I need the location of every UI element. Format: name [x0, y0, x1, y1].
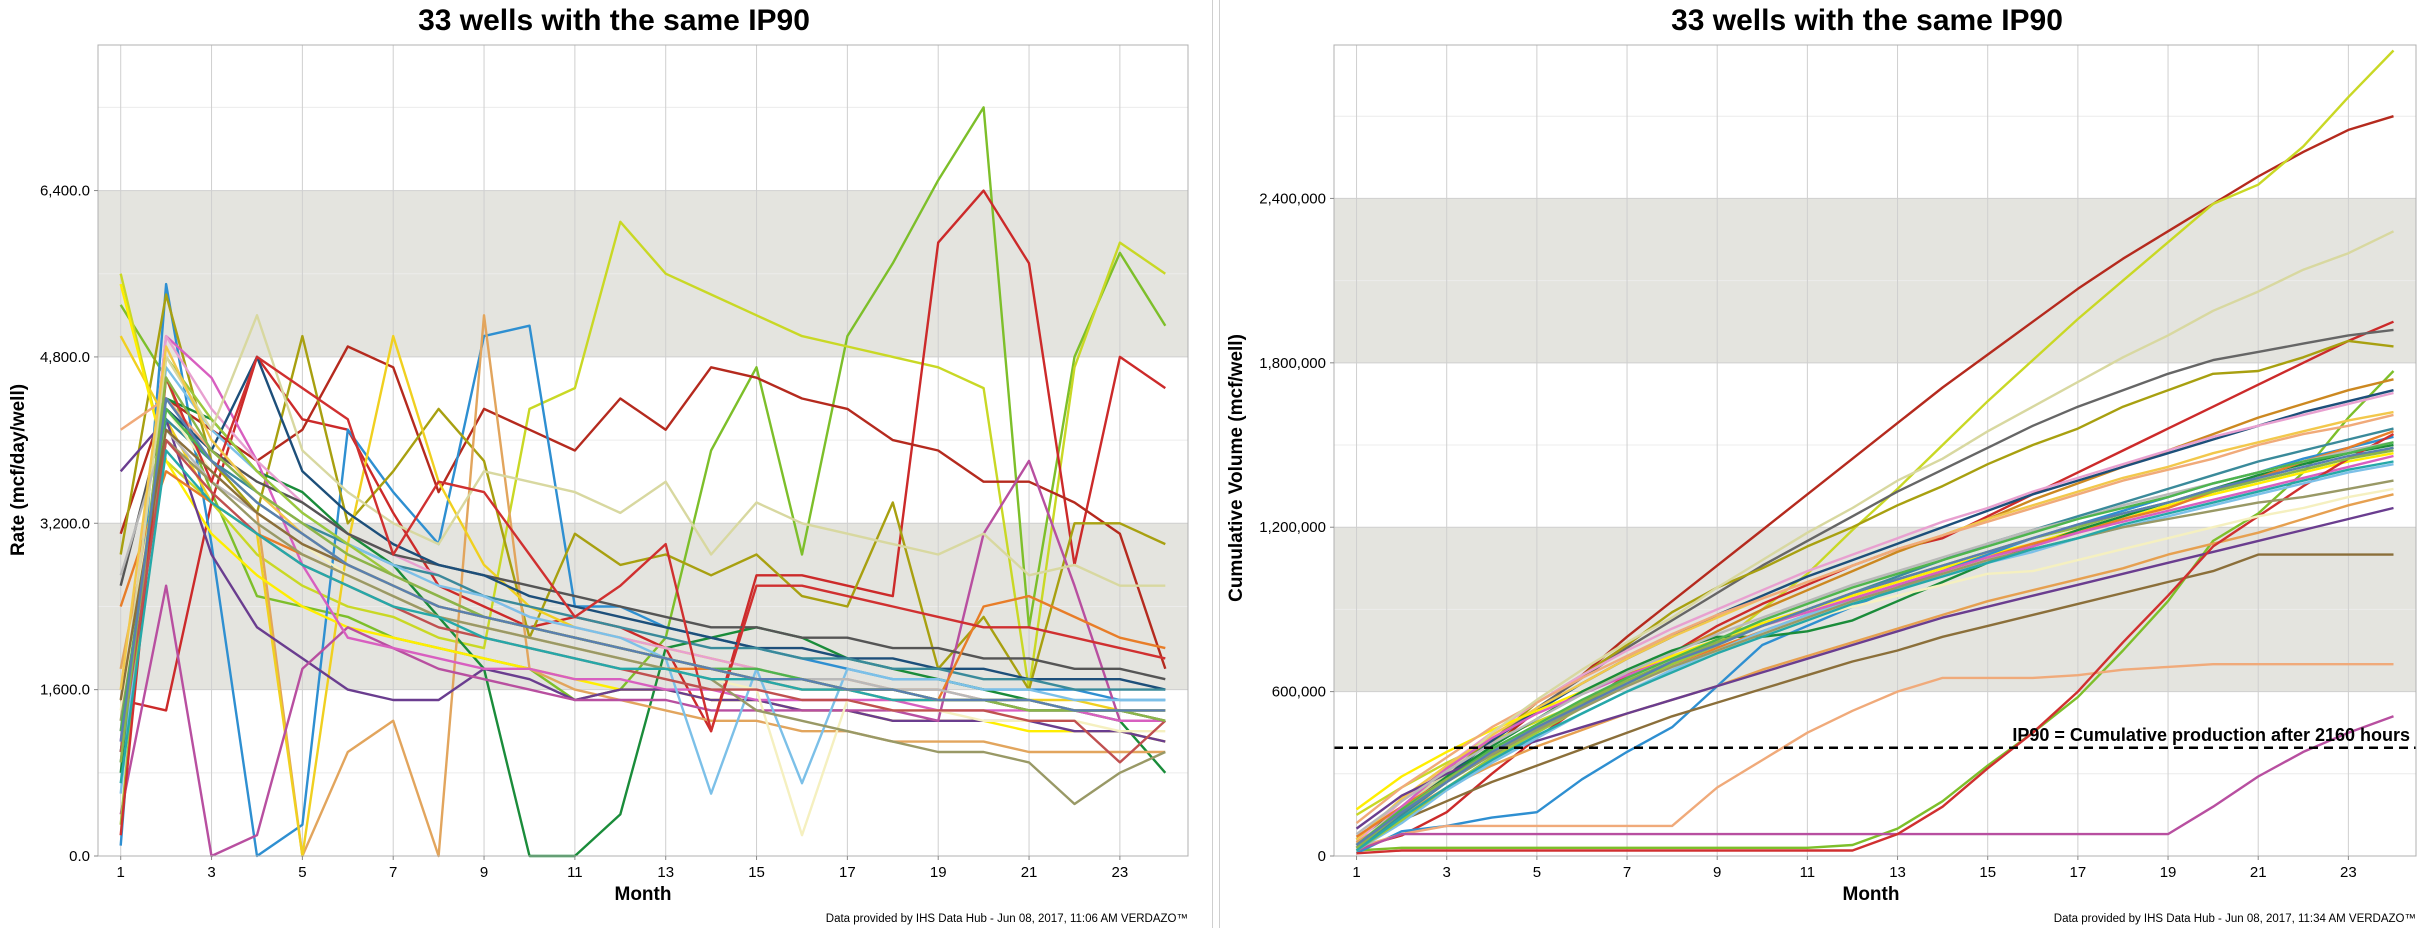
series-line-22	[1356, 715, 2394, 852]
x-tick-label: 19	[2160, 864, 2177, 881]
x-tick-label: 1	[1352, 864, 1360, 881]
x-tick-label: 17	[839, 864, 856, 881]
plot-border	[97, 44, 1189, 857]
x-tick-label: 11	[567, 864, 583, 881]
x-tick-label: 7	[389, 864, 397, 881]
y-tick-label: 3,200.0	[40, 515, 90, 532]
x-tick-label: 23	[2340, 864, 2357, 881]
series-line-16	[119, 355, 1166, 753]
y-tick-label: 6,400.0	[40, 183, 90, 200]
x-tick-label: 11	[1800, 864, 1816, 881]
y-tick-label: 1,800,000	[1259, 355, 1326, 372]
series-line-7	[119, 397, 1167, 858]
x-axis-title: Month	[615, 884, 672, 905]
series-line-31	[1355, 441, 2394, 846]
y-tick-label: 4,800.0	[40, 349, 90, 366]
data-credit: Data provided by IHS Data Hub - Jun 08, …	[2054, 913, 2416, 925]
series-line-4	[119, 345, 1167, 670]
series-line-5	[1356, 370, 2395, 852]
y-tick-label: 0.0	[69, 848, 90, 865]
rate-chart: 0.01,600.03,200.04,800.06,400.01 3 5 7 9 11 13…	[8, 4, 1189, 925]
x-tick-label: 23	[1112, 864, 1129, 881]
series-line-30	[1355, 460, 2394, 852]
series-line-3	[120, 189, 1166, 733]
plot-border	[1333, 44, 2417, 857]
series-line-12	[119, 459, 1166, 858]
y-axis-title: Cumulative Volume (mcf/well)	[1226, 334, 1247, 602]
series-line-19	[1355, 553, 2394, 847]
series-line-11	[1355, 452, 2394, 811]
series-line-22	[119, 314, 1166, 721]
y-tick-label: 1,600.0	[40, 682, 90, 699]
panel-divider	[1212, 0, 1220, 928]
x-tick-label: 5	[1533, 864, 1541, 881]
series-line-26	[119, 355, 1166, 836]
x-tick-label: 13	[1889, 864, 1906, 881]
x-tick-label: 1	[117, 864, 125, 881]
chart-title: 33 wells with the same IP90	[418, 4, 810, 37]
series-line-29	[1355, 479, 2394, 846]
series-line-8	[1355, 389, 2394, 846]
x-tick-label: 9	[1713, 864, 1721, 881]
x-tick-label: 15	[748, 864, 765, 881]
x-axis-title: Month	[1843, 884, 1900, 905]
cumulative-chart: IP90 = Cumulative production after 2160 …	[1226, 4, 2417, 925]
series-line-21	[1355, 454, 2394, 849]
y-tick-label: 2,400,000	[1259, 190, 1326, 207]
series-line-18	[1356, 663, 2394, 849]
series-line-6	[119, 293, 1166, 691]
y-axis-title: Rate (mcf/day/well)	[8, 384, 29, 556]
cumulative-chart-panel: IP90 = Cumulative production after 2160 …	[1220, 0, 2436, 928]
series-line-33	[1355, 446, 2394, 846]
y-tick-label: 0	[1318, 848, 1326, 865]
y-tick-label: 1,200,000	[1259, 519, 1326, 536]
data-credit: Data provided by IHS Data Hub - Jun 08, …	[826, 913, 1188, 925]
series-line-15	[1355, 230, 2395, 846]
x-tick-label: 21	[1021, 864, 1038, 881]
series-line-2	[119, 220, 1166, 691]
series-line-23	[1356, 433, 2395, 855]
x-tick-label: 15	[1979, 864, 1996, 881]
x-tick-label: 21	[2250, 864, 2267, 881]
series-line-13	[119, 334, 1166, 742]
x-tick-label: 3	[207, 864, 215, 881]
x-tick-label: 3	[1443, 864, 1451, 881]
x-tick-label: 7	[1623, 864, 1631, 881]
series-line-33	[119, 397, 1166, 742]
ip90-annotation: IP90 = Cumulative production after 2160 …	[2012, 725, 2410, 745]
x-tick-label: 5	[298, 864, 306, 881]
x-tick-label: 13	[657, 864, 674, 881]
x-tick-label: 9	[480, 864, 488, 881]
series-line-15	[119, 407, 1166, 681]
x-tick-label: 19	[930, 864, 947, 881]
series-line-25	[119, 438, 1166, 806]
y-tick-label: 600,000	[1272, 684, 1326, 701]
chart-title: 33 wells with the same IP90	[1671, 4, 2063, 37]
rate-chart-panel: 0.0 1,600.0 3,200.0 4,800.0 6,400.0 1 3 5 7 9 11 13…	[0, 0, 1212, 928]
x-tick-label: 17	[2070, 864, 2087, 881]
